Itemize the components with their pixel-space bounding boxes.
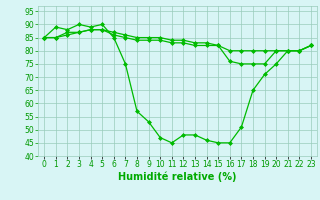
X-axis label: Humidité relative (%): Humidité relative (%) xyxy=(118,172,237,182)
